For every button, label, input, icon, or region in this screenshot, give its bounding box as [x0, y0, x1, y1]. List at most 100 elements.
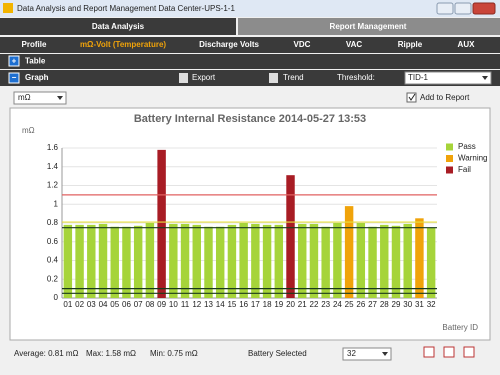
graph-label: Graph	[25, 73, 49, 82]
subtab[interactable]: mΩ-Volt (Temperature)	[80, 40, 166, 49]
max-text: Max: 1.58 mΩ	[86, 349, 136, 358]
bar	[180, 223, 190, 298]
subtabs: Profile mΩ-Volt (Temperature) Discharge Vo…	[22, 40, 476, 49]
tab-inactive[interactable]	[238, 18, 500, 35]
bar	[192, 224, 201, 298]
icon-button[interactable]	[443, 346, 455, 358]
y-tick-label: 0.6	[47, 237, 59, 246]
bar	[75, 224, 84, 298]
threshold-value: TID-1	[408, 73, 429, 82]
export-icon[interactable]	[179, 73, 188, 83]
x-tick-label: 09	[157, 300, 166, 309]
x-tick-label: 18	[263, 300, 272, 309]
subtab[interactable]: VAC	[346, 40, 363, 49]
threshold-label: Threshold:	[337, 73, 375, 82]
bar	[403, 223, 412, 298]
bar	[391, 225, 401, 298]
tab-label[interactable]: Data Analysis	[92, 22, 145, 31]
x-tick-label: 31	[415, 300, 424, 309]
battery-selected-value: 32	[347, 349, 356, 358]
bar	[298, 223, 307, 298]
icon-button[interactable]	[463, 346, 475, 358]
bar	[204, 226, 213, 298]
dropdown-arrow	[482, 76, 488, 80]
subtab[interactable]: AUX	[458, 40, 476, 49]
x-tick-label: 32	[427, 300, 436, 309]
bar	[274, 224, 284, 298]
x-tick-label: 11	[181, 300, 190, 309]
bar	[251, 223, 260, 298]
bar	[262, 224, 272, 298]
subtab[interactable]: Discharge Volts	[199, 40, 259, 49]
app-icon	[3, 3, 13, 13]
x-tick-label: 05	[110, 300, 119, 309]
export-button[interactable]: Export	[192, 73, 216, 82]
y-tick-label: 0.2	[47, 274, 59, 283]
chart: 0 0.2 0.4 0.6 0.8 1 1.2 1.4 1.6 01 02 03 04 05 06 07 08 0…	[47, 142, 488, 309]
bar	[133, 225, 143, 298]
bar	[333, 223, 342, 298]
dropdown-arrow	[382, 352, 388, 356]
collapse-icon[interactable]	[8, 72, 20, 84]
min-text: Min: 0.75 mΩ	[150, 349, 198, 358]
bar	[309, 223, 319, 298]
bar	[157, 149, 166, 298]
bar	[227, 224, 237, 298]
x-tick-label: 06	[122, 300, 131, 309]
table-row[interactable]	[0, 54, 500, 69]
expand-icon[interactable]	[8, 55, 20, 67]
x-tick-label: 02	[75, 300, 84, 309]
legend-label: Pass	[458, 142, 476, 151]
legend-label: Fail	[458, 165, 471, 174]
x-tick-label: 13	[204, 300, 213, 309]
bar	[110, 226, 119, 298]
x-tick-label: 17	[251, 300, 260, 309]
add-report-checkbox[interactable]	[406, 92, 417, 103]
x-tick-label: 22	[310, 300, 319, 309]
tab-label[interactable]: Report Management	[330, 22, 407, 31]
subtab[interactable]: VDC	[294, 40, 311, 49]
legend-swatch	[446, 166, 453, 174]
bar	[215, 226, 225, 298]
window-title: Data Analysis and Report Management Data…	[17, 4, 235, 13]
threshold-dropdown[interactable]	[404, 71, 492, 85]
x-tick-label: 26	[356, 300, 365, 309]
x-tick-label: 08	[145, 300, 154, 309]
close-button[interactable]	[472, 2, 496, 15]
subtab[interactable]: Profile	[22, 40, 47, 49]
unit-dropdown[interactable]	[13, 91, 67, 105]
tab-active[interactable]	[0, 18, 236, 35]
x-tick-label: 16	[239, 300, 248, 309]
bar	[239, 223, 248, 298]
trend-icon[interactable]	[269, 73, 278, 83]
y-tick-label: 1	[54, 199, 59, 208]
legend-label: Warning	[458, 154, 488, 163]
minimize-button[interactable]	[436, 2, 454, 15]
bar	[321, 226, 330, 298]
legend-swatch	[446, 155, 453, 162]
trend-button[interactable]: Trend	[283, 73, 304, 82]
x-tick-label: 07	[134, 300, 143, 309]
x-tick-label: 30	[403, 300, 412, 309]
battery-dropdown[interactable]	[342, 347, 392, 361]
y-axis-label: mΩ	[22, 126, 35, 135]
x-tick-label: 27	[368, 300, 377, 309]
icon-button[interactable]	[423, 346, 435, 358]
x-tick-label: 29	[392, 300, 401, 309]
maximize-button[interactable]	[454, 2, 472, 15]
bar	[426, 227, 436, 298]
x-tick-label: 03	[87, 300, 96, 309]
legend-swatch	[446, 143, 453, 151]
x-tick-label: 10	[169, 300, 178, 309]
x-tick-label: 14	[216, 300, 225, 309]
graph-row[interactable]	[0, 70, 500, 86]
add-report-label: Add to Report	[420, 93, 470, 102]
dropdown-arrow	[57, 96, 63, 100]
x-tick-label: 20	[286, 300, 295, 309]
bar	[169, 223, 178, 298]
table-label: Table	[25, 57, 46, 66]
plus-sign: +	[12, 57, 17, 66]
unit-value: mΩ	[18, 93, 31, 102]
bar	[63, 224, 73, 298]
subtab[interactable]: Ripple	[398, 40, 423, 49]
